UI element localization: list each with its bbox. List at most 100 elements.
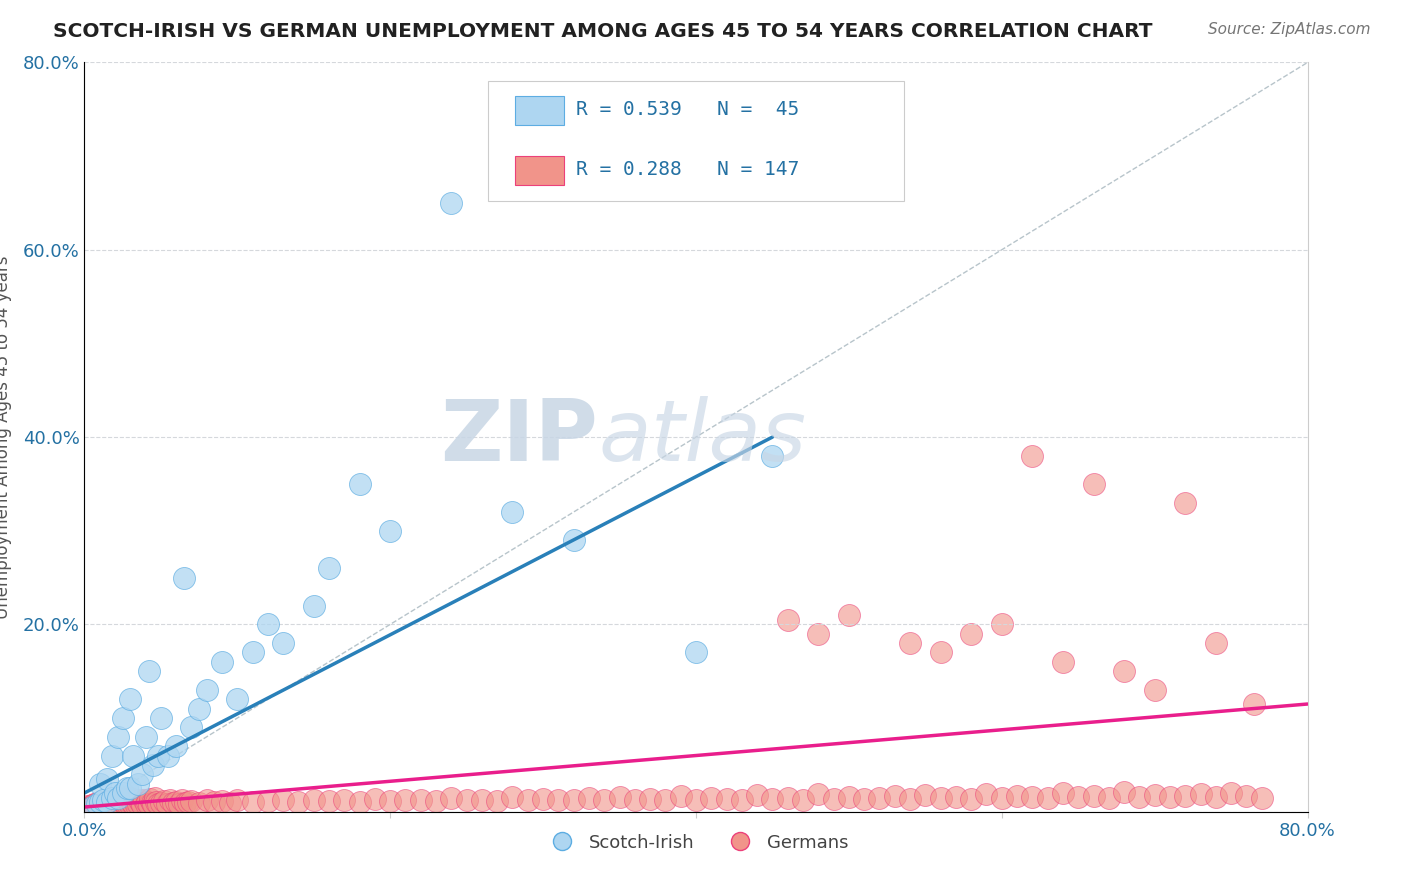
Point xyxy=(1220,786,1243,800)
Point xyxy=(1083,476,1105,491)
Point xyxy=(211,794,233,808)
Point xyxy=(318,561,340,575)
Point xyxy=(257,794,280,808)
Point xyxy=(135,797,157,812)
Point xyxy=(1189,787,1212,801)
Point xyxy=(107,799,129,814)
Point xyxy=(547,793,569,807)
Point xyxy=(380,794,402,808)
Point xyxy=(107,792,129,806)
Point xyxy=(77,800,100,814)
Point xyxy=(165,739,187,753)
Point xyxy=(86,797,108,811)
Point xyxy=(440,195,463,210)
Point xyxy=(1205,789,1227,804)
Point xyxy=(96,800,118,814)
Point xyxy=(84,799,107,814)
Point xyxy=(135,730,157,744)
Point xyxy=(91,797,114,811)
Point xyxy=(142,797,165,812)
Point xyxy=(1205,636,1227,650)
Point xyxy=(104,786,127,800)
Point xyxy=(162,797,184,811)
Point xyxy=(425,794,447,808)
Point xyxy=(638,791,661,805)
Point xyxy=(111,791,134,805)
Text: R = 0.288   N = 147: R = 0.288 N = 147 xyxy=(576,160,800,179)
Point xyxy=(1114,785,1136,799)
Point xyxy=(188,797,211,811)
Point xyxy=(153,794,176,808)
Point xyxy=(96,794,118,808)
Point xyxy=(136,796,159,810)
Point xyxy=(700,790,723,805)
Point xyxy=(1128,789,1150,804)
Point xyxy=(838,789,860,804)
Point xyxy=(111,786,134,800)
Point xyxy=(131,767,153,781)
Point xyxy=(1036,790,1059,805)
Point xyxy=(945,789,967,804)
FancyBboxPatch shape xyxy=(488,81,904,201)
Point xyxy=(93,799,115,814)
Point xyxy=(174,797,197,811)
Point xyxy=(122,797,145,812)
Point xyxy=(1250,790,1272,805)
Point xyxy=(776,790,799,805)
Point xyxy=(86,797,108,812)
Point xyxy=(609,789,631,804)
Point xyxy=(108,797,131,812)
Point xyxy=(380,524,402,538)
Point xyxy=(145,796,167,810)
Y-axis label: Unemployment Among Ages 45 to 54 years: Unemployment Among Ages 45 to 54 years xyxy=(0,255,11,619)
Point xyxy=(991,790,1014,805)
Point xyxy=(807,787,830,801)
Point xyxy=(202,796,225,810)
Point xyxy=(98,799,121,814)
Point xyxy=(807,626,830,640)
Point xyxy=(976,787,998,801)
Point xyxy=(111,711,134,725)
Point xyxy=(103,798,125,813)
Point xyxy=(118,796,141,810)
Point xyxy=(562,792,585,806)
Point xyxy=(80,798,103,813)
Point xyxy=(104,799,127,814)
Point xyxy=(195,793,218,807)
Point xyxy=(929,790,952,805)
Point xyxy=(1236,789,1258,803)
Text: SCOTCH-IRISH VS GERMAN UNEMPLOYMENT AMONG AGES 45 TO 54 YEARS CORRELATION CHART: SCOTCH-IRISH VS GERMAN UNEMPLOYMENT AMON… xyxy=(53,22,1153,41)
Point xyxy=(101,790,124,805)
Point xyxy=(96,796,118,810)
Point xyxy=(669,789,692,803)
Point xyxy=(101,797,124,812)
Point xyxy=(1052,786,1074,800)
Point xyxy=(120,798,142,813)
Point xyxy=(516,793,538,807)
Point xyxy=(167,797,190,812)
Point xyxy=(114,798,136,813)
Point xyxy=(115,781,138,796)
Point xyxy=(180,794,202,808)
Point xyxy=(89,797,111,812)
Legend: Scotch-Irish, Germans: Scotch-Irish, Germans xyxy=(537,827,855,859)
Point xyxy=(112,797,135,811)
Point xyxy=(89,796,111,810)
Point xyxy=(1021,789,1043,804)
Point xyxy=(302,599,325,613)
Point xyxy=(456,793,478,807)
Point xyxy=(869,790,891,805)
Point xyxy=(173,571,195,585)
Point xyxy=(1243,697,1265,711)
Point xyxy=(159,793,181,807)
Point xyxy=(578,790,600,805)
Point xyxy=(1174,496,1197,510)
Point xyxy=(747,788,769,802)
Point xyxy=(1005,789,1028,803)
Point xyxy=(127,776,149,791)
Point xyxy=(94,798,117,813)
Point xyxy=(129,797,152,811)
Point xyxy=(132,792,155,806)
Point xyxy=(1159,789,1181,804)
Point xyxy=(593,793,616,807)
